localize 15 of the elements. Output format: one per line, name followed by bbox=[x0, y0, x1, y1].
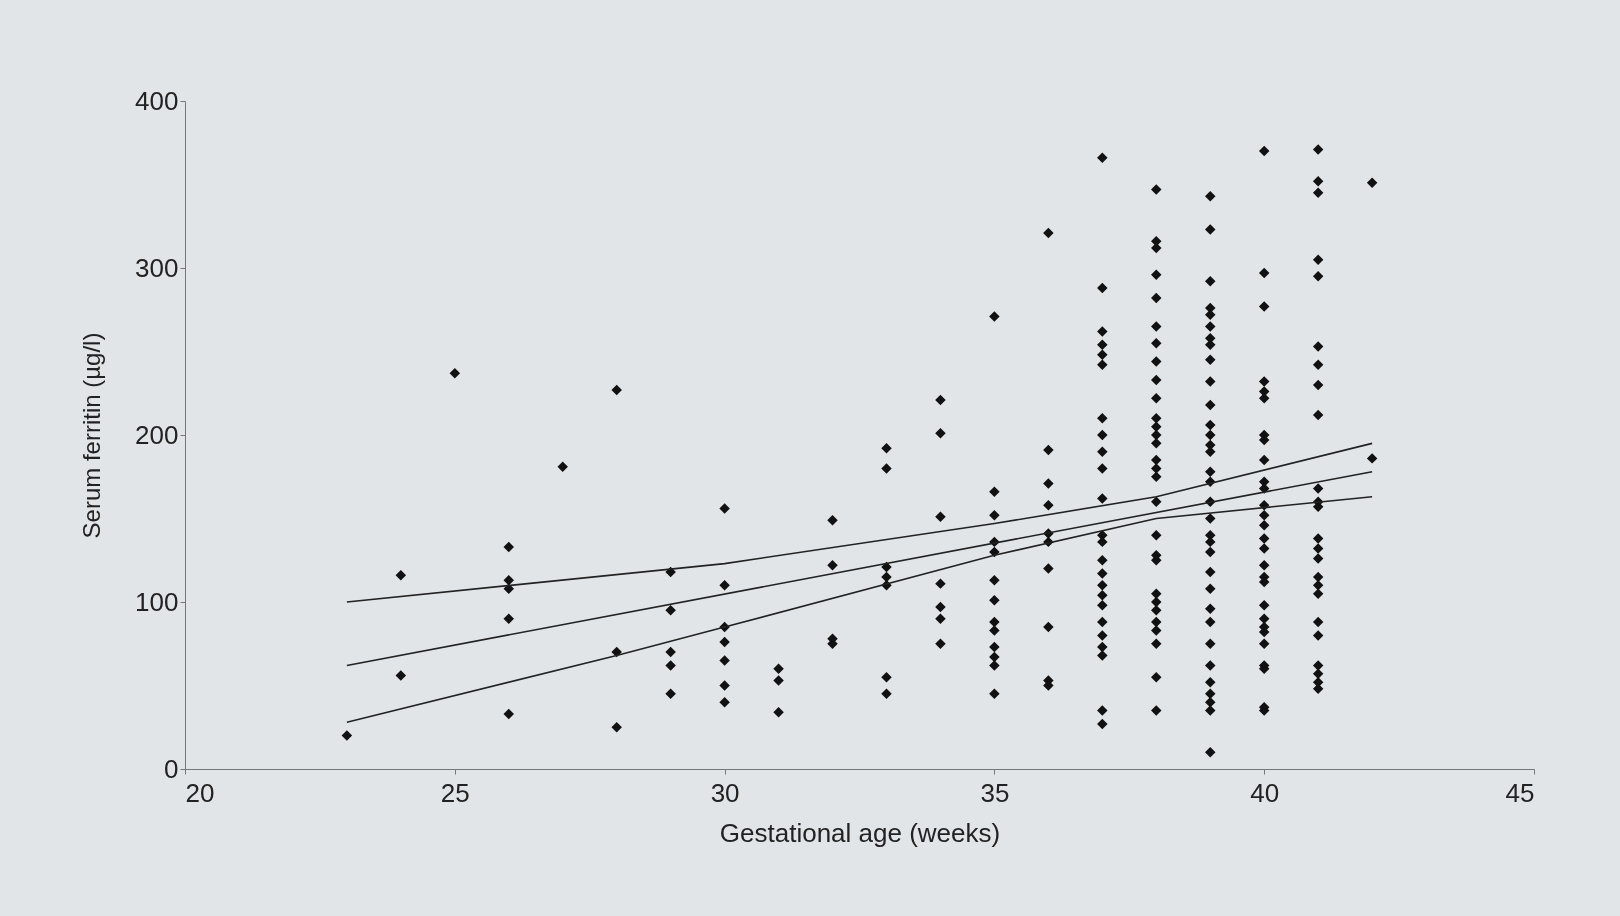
y-tick-label: 300 bbox=[135, 252, 179, 283]
line-series bbox=[346, 495, 1373, 724]
y-tick-label: 100 bbox=[135, 586, 179, 617]
x-axis-title: Gestational age (weeks) bbox=[719, 817, 1001, 848]
y-tick-label: 400 bbox=[135, 85, 179, 116]
x-tick-label: 40 bbox=[1250, 777, 1280, 808]
y-tick-label: 200 bbox=[135, 419, 179, 450]
x-tick-label: 30 bbox=[710, 777, 740, 808]
x-tick-label: 20 bbox=[185, 777, 215, 808]
x-tick-label: 35 bbox=[980, 777, 1010, 808]
x-tick-label: 25 bbox=[440, 777, 470, 808]
line-series bbox=[346, 442, 1373, 603]
y-axis-title: Serum ferritin (µg/l) bbox=[78, 332, 106, 539]
x-tick-label: 45 bbox=[1505, 777, 1535, 808]
y-tick-label: 0 bbox=[164, 753, 179, 784]
